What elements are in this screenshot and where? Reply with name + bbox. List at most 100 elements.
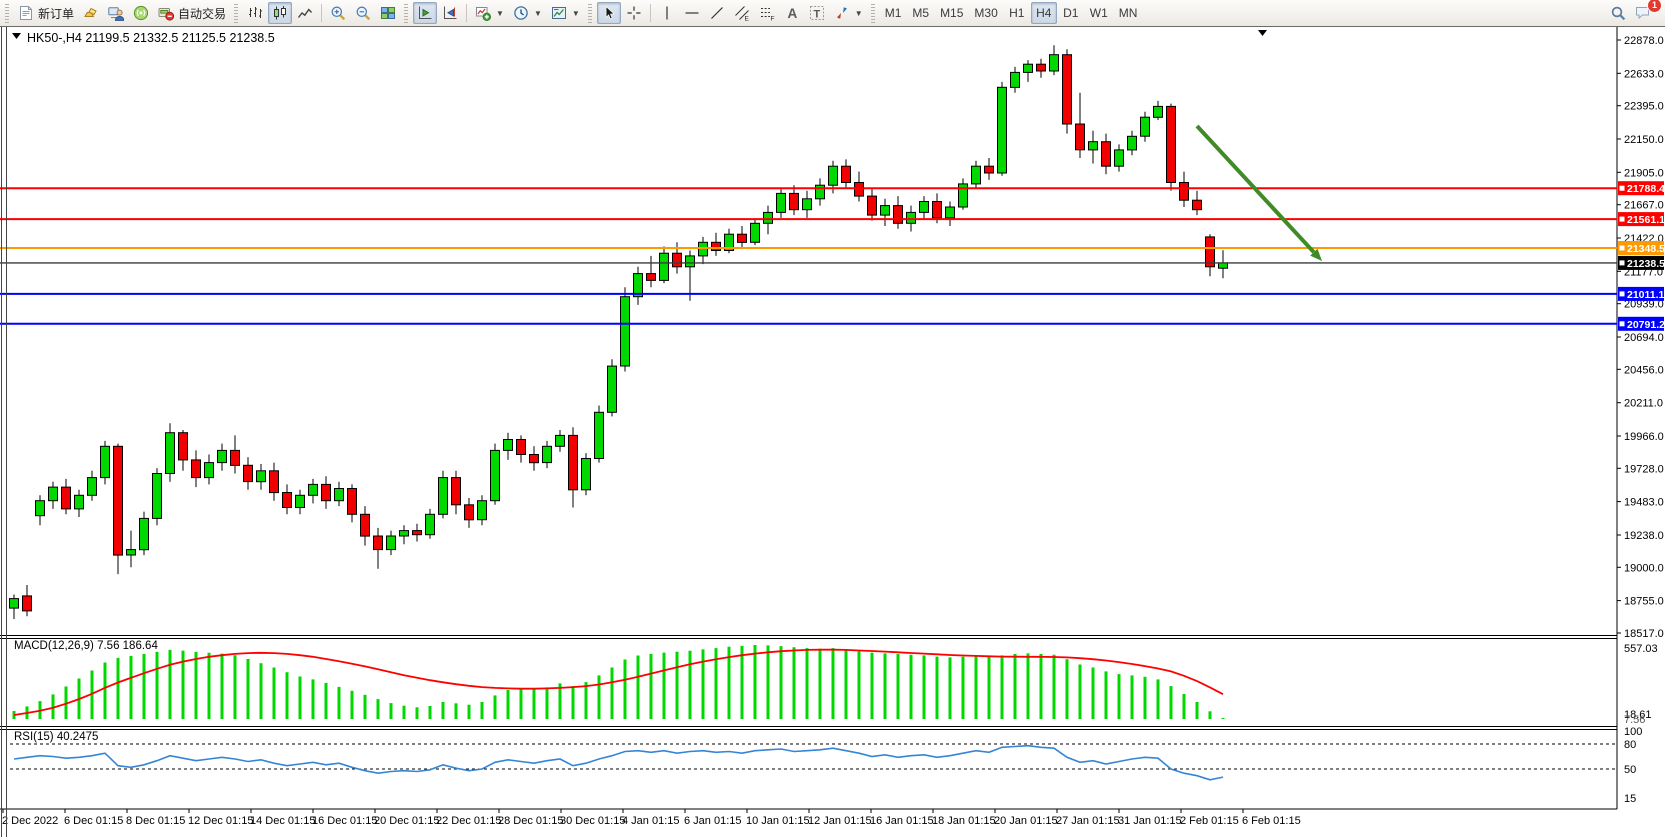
vertical-line-button[interactable]	[655, 2, 679, 24]
crosshair-button[interactable]	[622, 2, 646, 24]
vertical-line-icon	[659, 5, 675, 21]
candle	[958, 178, 968, 210]
line-chart-button[interactable]	[293, 2, 317, 24]
time-axis-label: 12 Dec 01:15	[188, 815, 253, 827]
toolbar-grip[interactable]	[5, 3, 9, 23]
toolbar-grip[interactable]	[234, 3, 239, 23]
label-button[interactable]: T	[805, 2, 829, 24]
horizontal-line[interactable]: 21011.1	[0, 286, 1665, 301]
fibonacci-button[interactable]: F	[755, 2, 779, 24]
tile-windows-button[interactable]	[376, 2, 400, 24]
price-axis[interactable]: 22878.0 22633.0 22395.0 22150.0 21905.0 21667…	[1616, 27, 1664, 809]
trendline-button[interactable]	[705, 2, 729, 24]
time-axis-label: 16 Jan 01:15	[870, 815, 934, 827]
scroll-position-marker[interactable]	[1258, 30, 1267, 36]
rsi-line	[13, 744, 1224, 781]
timeframe-m5[interactable]: M5	[907, 2, 934, 24]
time-axis[interactable]: 2 Dec 2022 6 Dec 01:15 8 Dec 01:15 12 Dec 0…	[0, 808, 1617, 827]
candle	[165, 423, 175, 482]
bar-chart-button[interactable]	[243, 2, 267, 24]
candle	[568, 427, 578, 508]
chevron-down-icon: ▼	[496, 8, 504, 18]
candle	[607, 359, 617, 417]
candle	[802, 190, 812, 218]
timeframe-mn[interactable]: MN	[1114, 2, 1143, 24]
zoom-out-button[interactable]	[351, 2, 375, 24]
candle	[100, 440, 110, 485]
time-axis-label: 30 Dec 01:15	[560, 815, 625, 827]
candle	[425, 508, 435, 539]
profile-button[interactable]	[104, 2, 128, 24]
candle	[555, 430, 565, 452]
candle	[984, 158, 994, 180]
toolbar-separator	[649, 4, 651, 22]
time-axis-label: 6 Jan 01:15	[684, 815, 742, 827]
indicators-button[interactable]: ▼	[471, 2, 508, 24]
zoom-out-icon	[355, 5, 371, 21]
horizontal-line-icon	[684, 5, 700, 21]
svg-text:22633.0: 22633.0	[1624, 68, 1664, 80]
candle	[334, 481, 344, 507]
candlestick-button[interactable]	[268, 2, 293, 24]
candle	[1075, 92, 1085, 158]
current-price-line[interactable]: 21238.5	[0, 255, 1665, 270]
horizontal-line[interactable]: 20791.2	[0, 316, 1665, 331]
toolbar-grip[interactable]	[870, 3, 875, 23]
time-axis-label: 6 Feb 01:15	[1242, 815, 1301, 827]
timeframe-d1[interactable]: D1	[1058, 2, 1084, 24]
macd-label: MACD(12,26,9) 7.56 186.64	[14, 640, 158, 652]
time-axis-label: 18 Jan 01:15	[932, 815, 996, 827]
signals-button[interactable]	[129, 2, 153, 24]
time-axis-label: 22 Dec 01:15	[436, 815, 501, 827]
toolbar-grip[interactable]	[404, 3, 409, 23]
candle	[490, 443, 500, 505]
horizontal-line[interactable]: 21561.1	[0, 212, 1665, 227]
chart-window[interactable]: 22878.0 22633.0 22395.0 22150.0 21905.0 21667…	[0, 27, 1665, 837]
periods-button[interactable]: ▼	[509, 2, 546, 24]
timeframe-m30[interactable]: M30	[969, 2, 1002, 24]
horizontal-line-button[interactable]	[680, 2, 704, 24]
candle	[1049, 45, 1059, 76]
price-tag: 21011.1	[1627, 289, 1665, 301]
channel-button[interactable]: E	[730, 2, 754, 24]
trend-arrow[interactable]	[1195, 124, 1322, 261]
horizontal-line[interactable]: 21788.4	[0, 181, 1665, 196]
autotrading-button[interactable]: 自动交易	[154, 2, 230, 24]
cursor-button[interactable]	[596, 2, 621, 24]
zoom-in-button[interactable]	[326, 2, 350, 24]
candle	[152, 468, 162, 526]
chart-title[interactable]: HK50-,H4 21199.5 21332.5 21125.5 21238.5	[12, 31, 275, 45]
timeframe-m15[interactable]: M15	[935, 2, 968, 24]
time-axis-label: 10 Jan 01:15	[746, 815, 810, 827]
new-order-label: 新订单	[38, 6, 75, 21]
time-axis-label: 27 Jan 01:15	[1056, 815, 1120, 827]
timeframe-w1[interactable]: W1	[1085, 2, 1113, 24]
crosshair-icon	[626, 5, 642, 21]
market-watch-button[interactable]	[79, 2, 103, 24]
svg-text:20456.0: 20456.0	[1624, 364, 1664, 376]
search-button[interactable]	[1606, 2, 1630, 24]
candle	[698, 236, 708, 265]
text-button[interactable]: A	[780, 2, 804, 24]
tile-windows-icon	[380, 5, 396, 21]
candle	[412, 523, 422, 542]
candle	[347, 484, 357, 523]
chart-shift-button[interactable]	[438, 2, 462, 24]
pane-separator[interactable]	[0, 726, 1617, 730]
svg-text:21905.0: 21905.0	[1624, 167, 1664, 179]
arrows-button[interactable]: ▼	[830, 2, 867, 24]
templates-button[interactable]: ▼	[547, 2, 584, 24]
timeframe-m1[interactable]: M1	[880, 2, 907, 24]
candle	[750, 219, 760, 246]
timeframe-h1[interactable]: H1	[1004, 2, 1030, 24]
candle	[1062, 49, 1072, 134]
horizontal-line[interactable]: 21348.5	[0, 241, 1665, 255]
label-icon: T	[809, 5, 825, 21]
new-order-button[interactable]: 新订单	[14, 2, 78, 24]
timeframe-h4[interactable]: H4	[1030, 2, 1057, 24]
candle	[971, 160, 981, 188]
pane-separator[interactable]	[0, 635, 1617, 639]
toolbar-grip[interactable]	[587, 3, 592, 23]
autoscroll-button[interactable]	[413, 2, 438, 24]
svg-text:19000.0: 19000.0	[1624, 562, 1664, 574]
